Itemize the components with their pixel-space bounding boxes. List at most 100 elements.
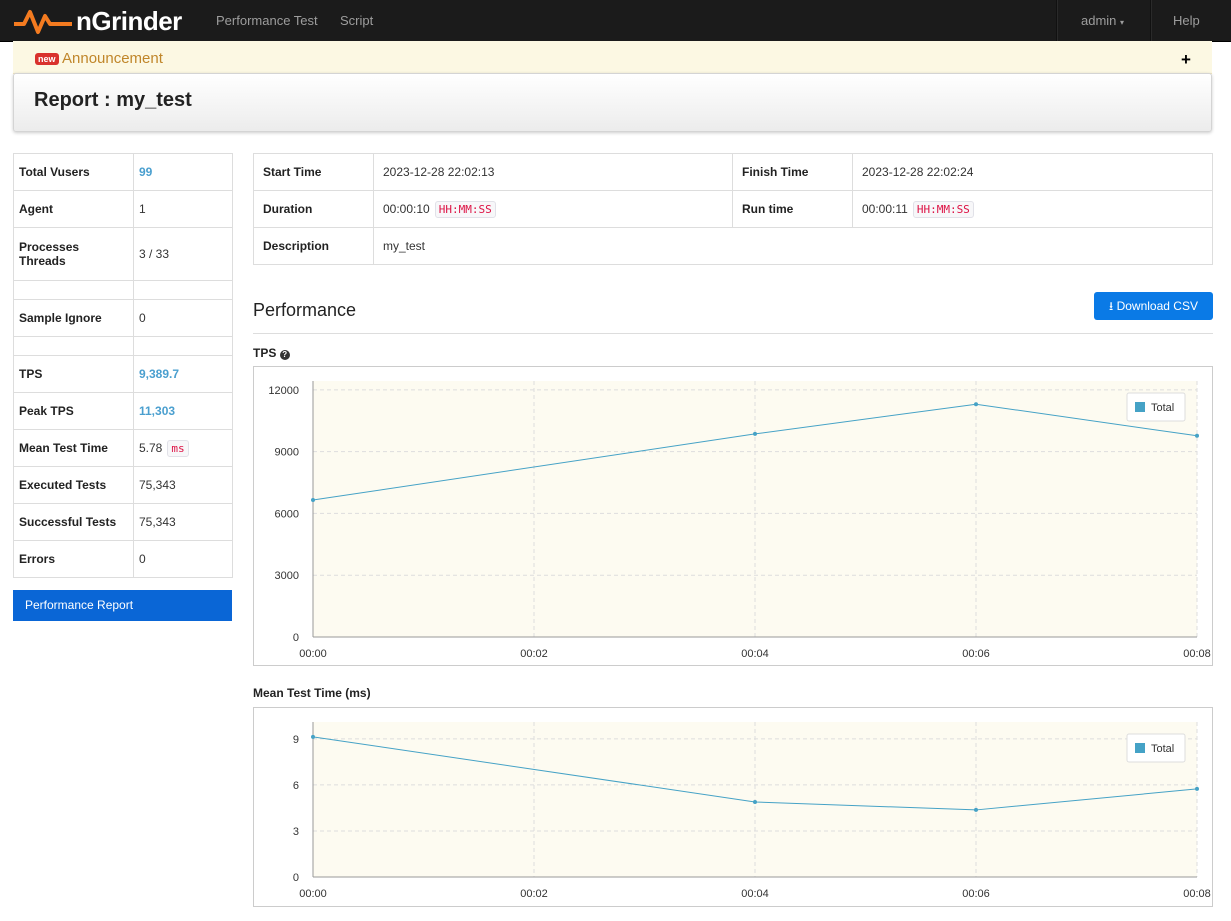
value: 1: [133, 190, 233, 228]
value: 0: [133, 299, 233, 337]
label: Duration: [253, 190, 374, 228]
label: Successful Tests: [13, 503, 134, 541]
label: Mean Test Time: [13, 429, 134, 467]
label: Peak TPS: [13, 392, 134, 430]
legend-swatch: [1135, 402, 1145, 412]
value: 2023-12-28 22:02:13: [373, 153, 733, 191]
navbar: nGrinder Performance Test Script admin ▾…: [0, 0, 1231, 42]
label: Processes Threads: [13, 227, 134, 281]
x-tick-label: 00:02: [520, 888, 548, 900]
legend-swatch: [1135, 743, 1145, 753]
label: Finish Time: [732, 153, 853, 191]
data-point: [311, 498, 315, 503]
x-tick-label: 00:08: [1183, 648, 1211, 660]
y-tick-label: 6: [293, 780, 299, 792]
y-tick-label: 0: [293, 872, 299, 884]
report-header: Report : my_test: [13, 73, 1212, 132]
legend-label: Total: [1151, 743, 1174, 755]
y-tick-label: 12000: [268, 385, 299, 397]
label: TPS: [13, 355, 134, 393]
section-title: Performance: [253, 300, 357, 320]
chart-title: Mean Test Time (ms): [253, 686, 371, 700]
nav-link[interactable]: Performance Test: [216, 13, 318, 28]
chart-title-text: TPS: [253, 346, 277, 360]
chart: 0 3000 6000 9000 12000 00:00 00:02 00:04 00:06 00…: [253, 366, 1213, 666]
legend-box: [1126, 733, 1186, 763]
series-line: [312, 736, 1198, 811]
value: 75,343: [133, 466, 233, 504]
chart-title: TPS ?: [253, 346, 290, 360]
info-table: Start Time 2023-12-28 22:02:13 Finish Ti…: [253, 153, 1213, 265]
brand[interactable]: nGrinder: [76, 6, 182, 36]
value: 11,303: [133, 392, 233, 430]
data-point: [974, 402, 978, 407]
button-label: Download CSV: [1116, 299, 1198, 313]
label: Sample Ignore: [13, 299, 134, 337]
data-point: [753, 799, 757, 804]
value: 9,389.7: [133, 355, 233, 393]
data-point: [753, 431, 757, 436]
label: Errors: [13, 540, 134, 578]
value-cell: 5.78 ms: [133, 429, 233, 467]
y-tick-label: 6000: [275, 508, 299, 520]
data-point: [1195, 433, 1199, 438]
y-tick-label: 9000: [275, 447, 299, 459]
divider: [1150, 0, 1152, 41]
x-tick-label: 00:08: [1183, 888, 1211, 900]
x-tick-label: 00:02: [520, 648, 548, 660]
help-icon[interactable]: ?: [279, 350, 290, 360]
logo-icon: [14, 10, 72, 34]
user-menu[interactable]: admin ▾: [1081, 13, 1125, 28]
value: 2023-12-28 22:02:24: [852, 153, 1213, 191]
value: 5.78: [139, 440, 163, 455]
legend-label: Total: [1151, 402, 1174, 414]
divider: [1056, 0, 1058, 41]
y-tick-label: 0: [293, 632, 299, 644]
value-cell: 00:00:11 HH:MM:SS: [852, 190, 1213, 228]
x-tick-label: 00:04: [741, 888, 769, 900]
value: 00:00:10: [383, 201, 430, 216]
report-title: Report : my_test: [34, 89, 192, 111]
chart: 0 3 6 9 00:00 00:02 00:04 00:06 00:08 Total: [253, 707, 1213, 907]
label: Executed Tests: [13, 466, 134, 504]
x-tick-label: 00:00: [299, 648, 327, 660]
data-point: [974, 807, 978, 812]
y-tick-label: 3: [293, 826, 299, 838]
download-button[interactable]: ⭳ Download CSV: [1094, 292, 1213, 320]
x-tick-label: 00:04: [741, 648, 769, 660]
value: 99: [133, 153, 233, 191]
x-tick-label: 00:00: [299, 888, 327, 900]
toggle[interactable]: +: [1181, 50, 1191, 69]
y-tick-label: 9: [293, 734, 299, 746]
x-tick-label: 00:06: [962, 888, 990, 900]
value-cell: 00:00:10 HH:MM:SS: [373, 190, 733, 228]
nav-link[interactable]: Script: [340, 13, 374, 28]
value: 75,343: [133, 503, 233, 541]
unit: ms: [167, 439, 189, 457]
data-point: [1195, 786, 1199, 791]
unit: HH:MM:SS: [434, 200, 496, 218]
value: 0: [133, 540, 233, 578]
help-link[interactable]: Help: [1173, 13, 1200, 28]
value: 3 / 33: [133, 227, 233, 281]
badge: new: [35, 53, 59, 65]
label: Run time: [732, 190, 853, 228]
label: Total Vusers: [13, 153, 134, 191]
series-line: [312, 403, 1198, 501]
label: Agent: [13, 190, 134, 228]
y-tick-label: 3000: [275, 570, 299, 582]
data-point: [311, 734, 315, 739]
x-tick-label: 00:06: [962, 648, 990, 660]
announcement-label[interactable]: Announcement: [62, 50, 163, 67]
menu-item[interactable]: Performance Report: [13, 590, 232, 621]
value: my_test: [373, 227, 1213, 265]
value: 00:00:11: [862, 201, 908, 216]
label: Start Time: [253, 153, 374, 191]
summary-table: Total Vusers 99 Agent 1 Processes Threads 3…: [13, 153, 233, 578]
user-name: admin: [1081, 13, 1117, 28]
announcement: new Announcement +: [13, 41, 1212, 74]
unit: HH:MM:SS: [912, 200, 974, 218]
label: Description: [253, 227, 374, 265]
divider: [253, 333, 1213, 334]
